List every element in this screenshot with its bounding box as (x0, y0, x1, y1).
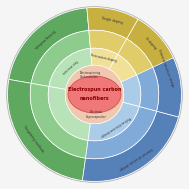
Text: Supercapacitor: Supercapacitor (86, 115, 107, 119)
Text: Multi-architecture design: Multi-architecture design (99, 115, 131, 137)
Text: Carbonization: Carbonization (80, 75, 99, 79)
Wedge shape (91, 48, 141, 106)
Wedge shape (109, 54, 136, 82)
Wedge shape (88, 102, 139, 141)
Text: Electrospinning: Electrospinning (80, 71, 101, 75)
Wedge shape (9, 8, 89, 83)
Wedge shape (87, 8, 181, 117)
Text: Single doping: Single doping (101, 16, 122, 25)
Wedge shape (91, 48, 118, 69)
Ellipse shape (68, 76, 121, 113)
Text: Heteroatom doping: Heteroatom doping (90, 53, 116, 63)
Wedge shape (30, 83, 88, 158)
Circle shape (65, 65, 124, 124)
Wedge shape (48, 86, 90, 140)
Text: Etching methods: Etching methods (33, 28, 55, 49)
Wedge shape (89, 30, 159, 111)
Wedge shape (89, 30, 127, 54)
Text: Internal structure design: Internal structure design (118, 146, 153, 170)
Wedge shape (31, 30, 91, 86)
Wedge shape (86, 106, 156, 159)
Wedge shape (82, 111, 178, 181)
Text: External structure design: External structure design (157, 49, 174, 88)
Wedge shape (127, 19, 173, 67)
Wedge shape (8, 79, 86, 181)
Wedge shape (49, 48, 92, 89)
Wedge shape (87, 8, 138, 39)
Text: nanofibers: nanofibers (80, 96, 109, 101)
Wedge shape (118, 39, 153, 75)
Text: Templating methods: Templating methods (22, 125, 45, 153)
Text: Pore structure: Pore structure (61, 58, 78, 74)
Text: Electrospun carbon: Electrospun carbon (68, 87, 121, 92)
Text: Electrode: Electrode (90, 110, 103, 115)
Text: Co-doping: Co-doping (144, 37, 157, 51)
